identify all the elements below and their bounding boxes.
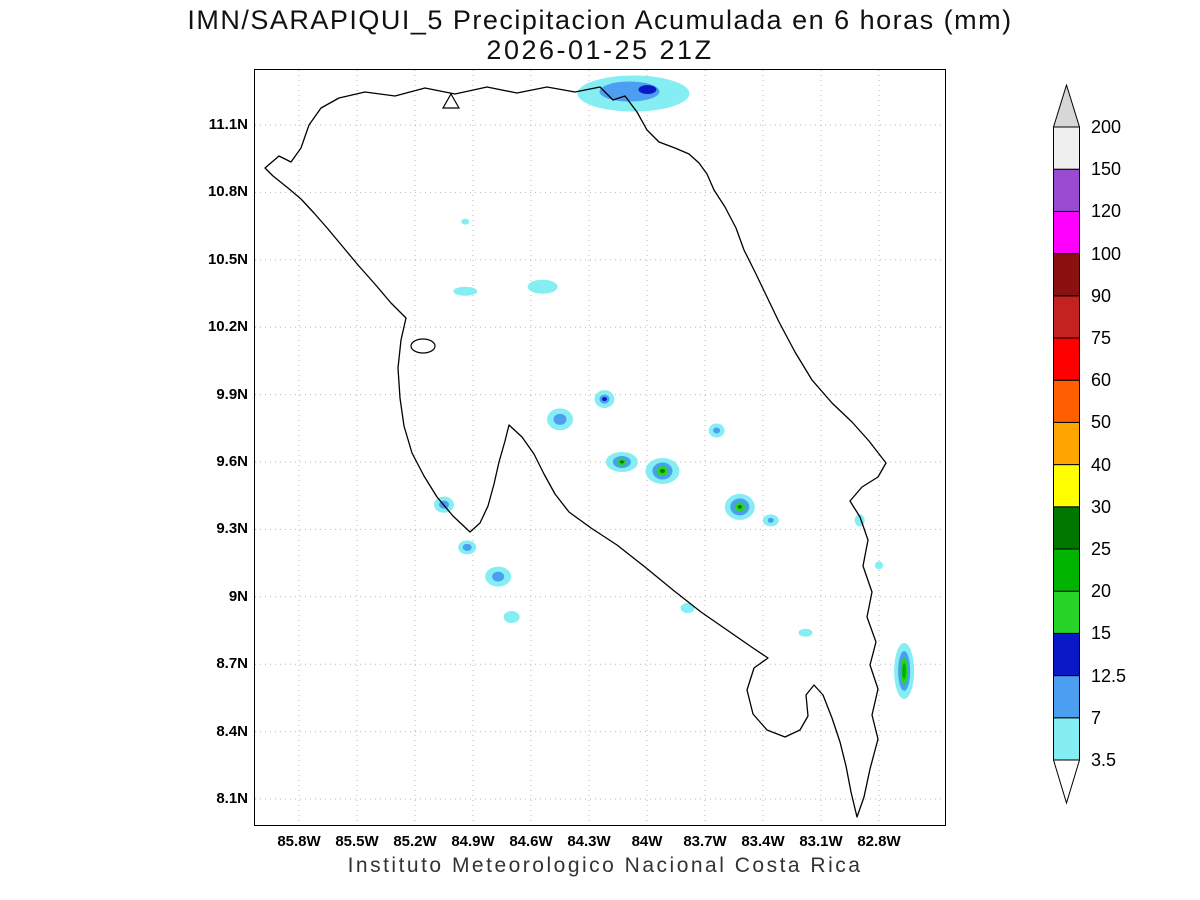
- precip-cell: [527, 279, 558, 294]
- costa-rica-coastline: [264, 86, 887, 818]
- lake-island-triangle: [441, 92, 461, 109]
- colorbar-tick-label: 3.5: [1091, 750, 1117, 770]
- colorbar-tick-label: 40: [1091, 454, 1112, 475]
- precip-cell: [553, 413, 567, 425]
- precip-cell: [601, 397, 607, 402]
- lon-tick-label: 83.1W: [799, 833, 843, 850]
- footer-caption: Instituto Meteorologico Nacional Costa R…: [347, 854, 863, 877]
- lat-tick-label: 11.1N: [208, 116, 248, 133]
- precip-cell: [902, 662, 907, 679]
- colorbar-tick-label: 25: [1091, 539, 1112, 559]
- precip-cell: [680, 603, 695, 614]
- colorbar-tick-label: 12.5: [1091, 665, 1127, 686]
- plot-title: IMN/SARAPIQUI_5 Precipitacion Acumulada …: [187, 5, 1013, 35]
- colorbar-tick-label: 200: [1091, 117, 1122, 137]
- plot-datetime: 2026-01-25 21Z: [486, 35, 714, 65]
- lat-tick-label: 9N: [228, 587, 248, 605]
- gulf-island-outline: [410, 338, 436, 354]
- precip-cell: [875, 561, 883, 570]
- colorbar-tick-label: 100: [1091, 243, 1122, 264]
- precip-cell: [503, 611, 520, 624]
- colorbar-tick-label: 50: [1091, 412, 1112, 433]
- colorbar-tick-label: 60: [1091, 370, 1112, 391]
- colorbar: [1052, 84, 1081, 805]
- precip-cell: [461, 218, 470, 225]
- colorbar-tick-label: 15: [1091, 623, 1112, 644]
- lon-tick-label: 85.2W: [393, 833, 437, 850]
- lon-tick-label: 82.8W: [857, 833, 901, 850]
- precip-cell: [659, 468, 665, 473]
- precip-shading: [434, 75, 915, 699]
- precip-cell: [492, 571, 505, 582]
- precip-cell: [713, 427, 721, 434]
- lon-tick-label: 83.4W: [741, 833, 785, 850]
- plot-frame: [254, 69, 946, 826]
- lat-tick-label: 8.7N: [216, 655, 248, 673]
- lon-tick-label: 85.8W: [277, 833, 321, 850]
- map-plot: [255, 70, 945, 825]
- lat-tick-label: 10.8N: [207, 183, 248, 201]
- lon-tick-label: 83.7W: [683, 833, 727, 850]
- colorbar-tick-label: 20: [1091, 581, 1112, 602]
- gridlines: [255, 70, 945, 825]
- lon-tick-label: 84.9W: [451, 833, 495, 850]
- lon-tick-label: 84.6W: [509, 833, 553, 850]
- lat-tick-label: 10.2N: [207, 318, 248, 336]
- precip-cell: [767, 517, 774, 523]
- colorbar-tick-label: 7: [1091, 707, 1102, 728]
- precip-cell: [737, 505, 742, 509]
- lat-tick-label: 9.6N: [216, 453, 248, 470]
- lon-tick-label: 84.3W: [567, 833, 611, 850]
- lon-tick-label: 84W: [631, 833, 663, 850]
- colorbar-tick-label: 120: [1091, 201, 1122, 222]
- lat-tick-label: 8.1N: [216, 790, 248, 807]
- lat-tick-label: 9.3N: [216, 520, 248, 538]
- lat-tick-label: 10.5N: [207, 250, 248, 268]
- precip-cell: [462, 543, 472, 551]
- lon-tick-label: 85.5W: [335, 833, 379, 850]
- colorbar-tick-label: 150: [1091, 159, 1122, 180]
- colorbar-tick-label: 90: [1091, 285, 1112, 306]
- colorbar-tick-label: 30: [1091, 496, 1112, 517]
- precip-cell: [619, 460, 624, 464]
- precip-cell: [638, 85, 657, 95]
- precip-cell: [798, 628, 813, 637]
- lat-tick-label: 9.9N: [216, 385, 248, 403]
- colorbar-tick-label: 75: [1091, 328, 1112, 348]
- lat-tick-label: 8.4N: [216, 722, 248, 740]
- precip-cell: [453, 286, 478, 296]
